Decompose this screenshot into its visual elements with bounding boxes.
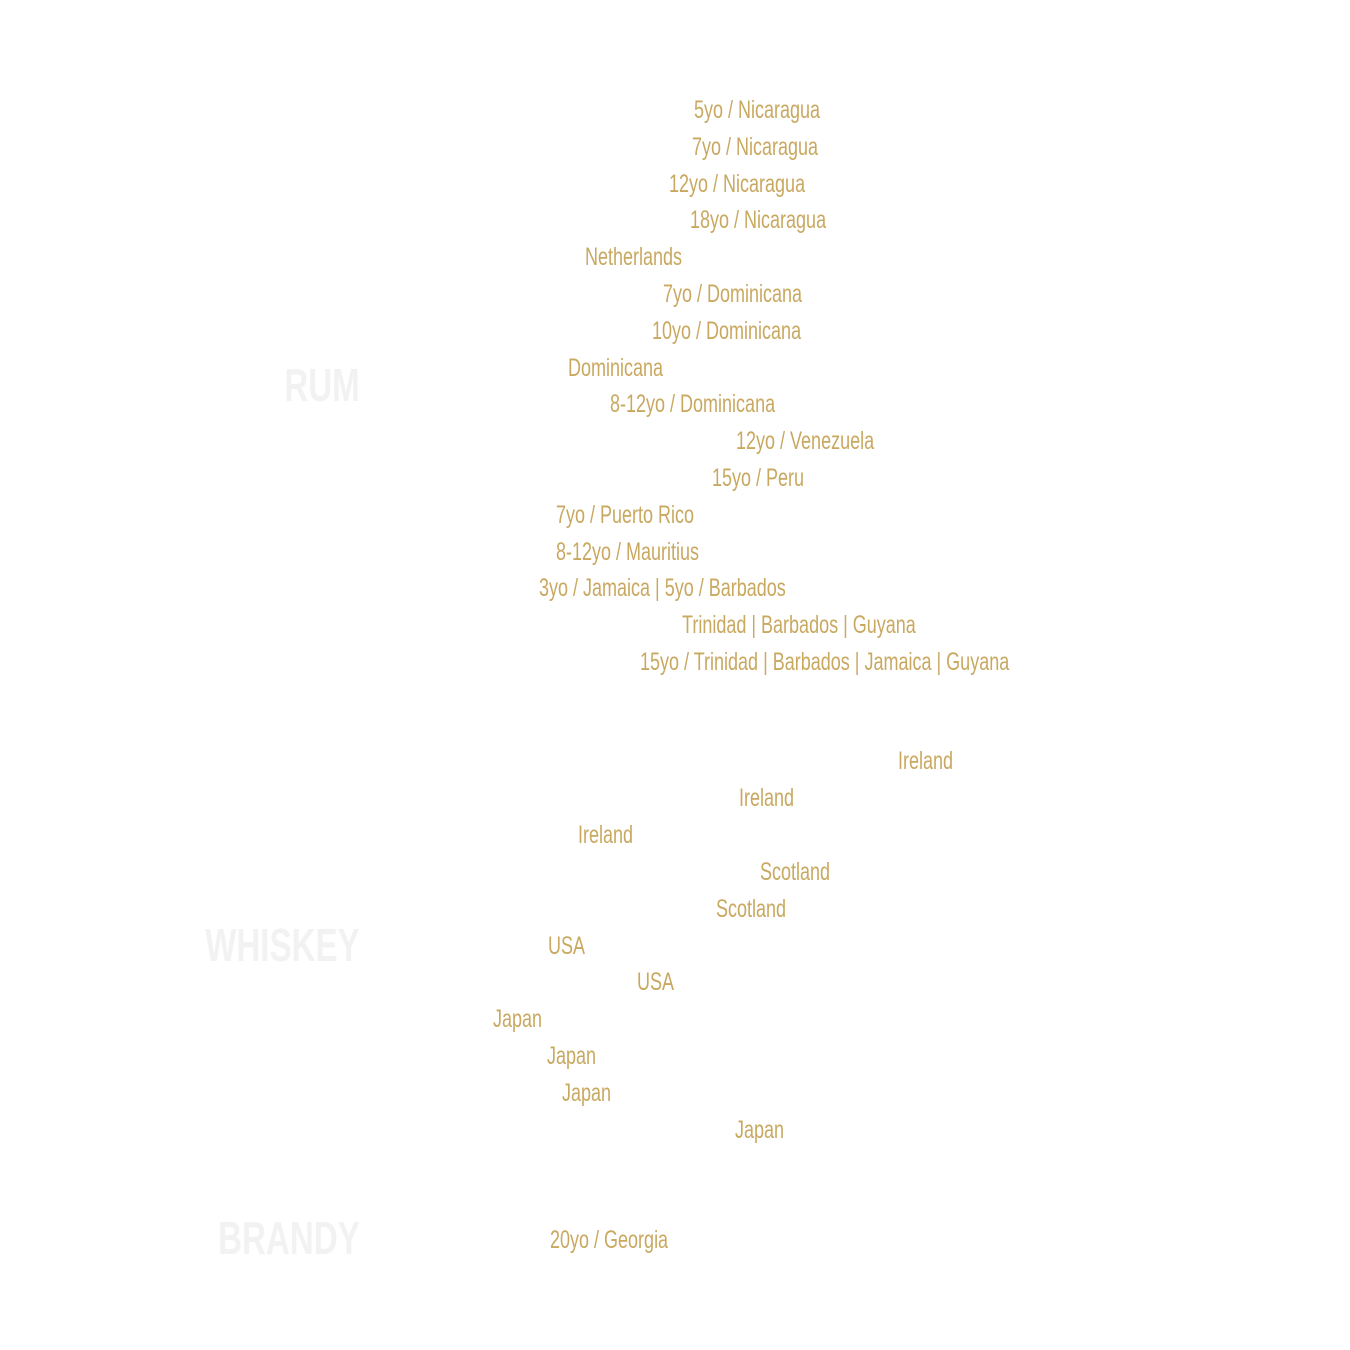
item-origin: 18yo / Nicaragua — [690, 206, 827, 235]
item-origin: 15yo / Peru — [712, 464, 805, 492]
item-origin: Trinidad | Barbados | Guyana — [682, 611, 916, 640]
item-origin: Ireland — [898, 747, 954, 775]
item-origin: Japan — [735, 1116, 785, 1144]
item-origin: 20yo / Georgia — [550, 1226, 669, 1254]
item-origin: Netherlands — [585, 243, 683, 272]
item-origin: 8-12yo / Mauritius — [556, 537, 700, 566]
item-origin: Ireland — [739, 783, 795, 812]
item-origin: 7yo / Puerto Rico — [556, 500, 695, 529]
item-origin: 15yo / Trinidad | Barbados | Jamaica | G… — [640, 648, 1010, 676]
item-origin: Dominicana — [568, 353, 664, 382]
item-origin: Ireland — [578, 820, 634, 849]
item-origin: 10yo / Dominicana — [652, 316, 802, 345]
item-origin: Scotland — [760, 857, 831, 886]
item-origin: USA — [637, 968, 675, 997]
section-title: WHISKEY — [205, 919, 360, 971]
item-origin: 7yo / Nicaragua — [692, 132, 819, 161]
item-origin: 12yo / Nicaragua — [669, 169, 806, 198]
item-origin: Japan — [547, 1042, 597, 1071]
section-title: RUM — [284, 359, 360, 411]
item-origin: Japan — [562, 1079, 612, 1108]
item-origin: 3yo / Jamaica | 5yo / Barbados — [539, 574, 786, 603]
item-origin: Japan — [493, 1005, 543, 1034]
item-origin: 12yo / Venezuela — [736, 427, 875, 456]
item-origin: 8-12yo / Dominicana — [610, 390, 776, 419]
section-title: BRANDY — [218, 1212, 360, 1264]
item-origin: 5yo / Nicaragua — [694, 96, 821, 124]
item-origin: USA — [548, 931, 586, 960]
item-origin: 7yo / Dominicana — [663, 280, 803, 308]
item-origin: Scotland — [716, 894, 787, 923]
